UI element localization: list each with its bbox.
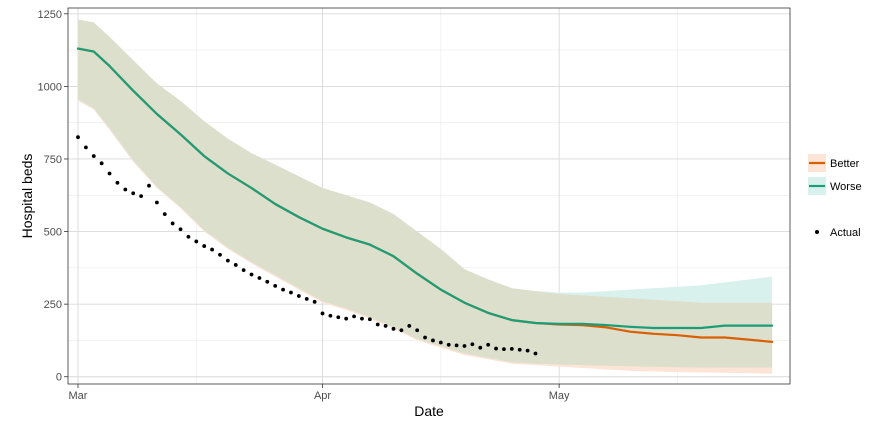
y-axis: 0 250 500 750 1000 1250 bbox=[38, 9, 68, 384]
series-lines bbox=[76, 47, 774, 343]
actual-points bbox=[76, 135, 538, 356]
actual-point bbox=[170, 221, 175, 226]
actual-point bbox=[115, 180, 120, 185]
actual-point bbox=[257, 276, 262, 280]
actual-point bbox=[383, 324, 388, 328]
actual-point bbox=[352, 314, 356, 319]
actual-point bbox=[154, 200, 159, 205]
worse-line bbox=[76, 47, 774, 330]
actual-point bbox=[139, 194, 144, 199]
shared-band bbox=[78, 19, 773, 368]
actual-point bbox=[273, 283, 278, 288]
x-axis: Mar Apr May bbox=[69, 384, 570, 402]
actual-point bbox=[454, 343, 459, 348]
actual-point bbox=[336, 315, 341, 320]
actual-point bbox=[91, 154, 96, 158]
y-tick-label: 1000 bbox=[38, 81, 62, 93]
actual-point bbox=[399, 328, 404, 333]
actual-point bbox=[478, 345, 483, 350]
actual-point bbox=[131, 191, 136, 196]
x-axis-title: Date bbox=[414, 403, 444, 419]
actual-point bbox=[375, 322, 380, 327]
actual-point bbox=[407, 324, 412, 328]
actual-point bbox=[415, 328, 420, 333]
worse-legend-label: Worse bbox=[830, 181, 862, 193]
actual-point bbox=[446, 342, 451, 347]
actual-point bbox=[462, 344, 467, 348]
actual-point bbox=[202, 244, 207, 248]
actual-point bbox=[162, 212, 167, 217]
actual-point bbox=[486, 342, 491, 347]
better-legend-label: Better bbox=[830, 158, 860, 170]
actual-point bbox=[533, 351, 538, 356]
actual-point bbox=[289, 290, 293, 295]
actual-point bbox=[360, 316, 364, 321]
actual-legend-label: Actual bbox=[830, 227, 861, 239]
actual-point bbox=[438, 340, 443, 345]
actual-point bbox=[281, 287, 285, 292]
actual-point bbox=[249, 272, 254, 277]
actual-point bbox=[470, 342, 475, 347]
y-tick-label: 750 bbox=[44, 154, 62, 166]
y-tick-label: 500 bbox=[44, 227, 62, 239]
x-tick-label: Mar bbox=[69, 390, 88, 402]
actual-point bbox=[241, 268, 246, 273]
actual-point bbox=[265, 279, 270, 284]
actual-point bbox=[494, 346, 498, 351]
actual-point bbox=[525, 348, 530, 353]
actual-point bbox=[210, 247, 214, 252]
panel-border bbox=[67, 7, 791, 385]
actual-point bbox=[423, 335, 427, 340]
actual-point bbox=[431, 338, 435, 343]
actual-point bbox=[391, 326, 396, 331]
actual-point bbox=[107, 171, 112, 176]
x-tick-label: May bbox=[549, 390, 570, 402]
actual-point bbox=[344, 316, 349, 321]
actual-point bbox=[194, 239, 199, 244]
actual-point bbox=[76, 135, 80, 140]
actual-point bbox=[186, 234, 191, 239]
y-tick-label: 250 bbox=[44, 299, 62, 311]
actual-point bbox=[233, 263, 238, 267]
y-tick-label: 1250 bbox=[38, 9, 62, 21]
actual-point bbox=[517, 347, 522, 352]
y-tick-label: 0 bbox=[56, 372, 62, 384]
actual-point bbox=[320, 311, 325, 316]
legend: Better Worse Actual bbox=[808, 154, 862, 239]
actual-point bbox=[304, 297, 309, 301]
actual-point bbox=[328, 313, 333, 318]
actual-point bbox=[83, 145, 88, 150]
x-tick-label: Apr bbox=[314, 390, 331, 402]
actual-point bbox=[296, 294, 301, 298]
actual-legend-key bbox=[815, 230, 819, 234]
actual-point bbox=[99, 161, 104, 166]
actual-point bbox=[147, 183, 151, 188]
actual-point bbox=[312, 299, 317, 304]
y-axis-title: Hospital beds bbox=[19, 154, 35, 239]
actual-point bbox=[225, 258, 230, 263]
actual-point bbox=[502, 347, 506, 352]
actual-point bbox=[367, 317, 372, 322]
actual-point bbox=[123, 187, 128, 192]
actual-point bbox=[509, 346, 514, 351]
actual-point bbox=[218, 252, 222, 257]
actual-point bbox=[178, 227, 183, 232]
